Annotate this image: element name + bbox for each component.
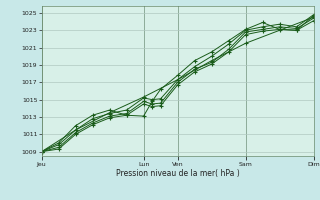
X-axis label: Pression niveau de la mer( hPa ): Pression niveau de la mer( hPa ) xyxy=(116,169,239,178)
